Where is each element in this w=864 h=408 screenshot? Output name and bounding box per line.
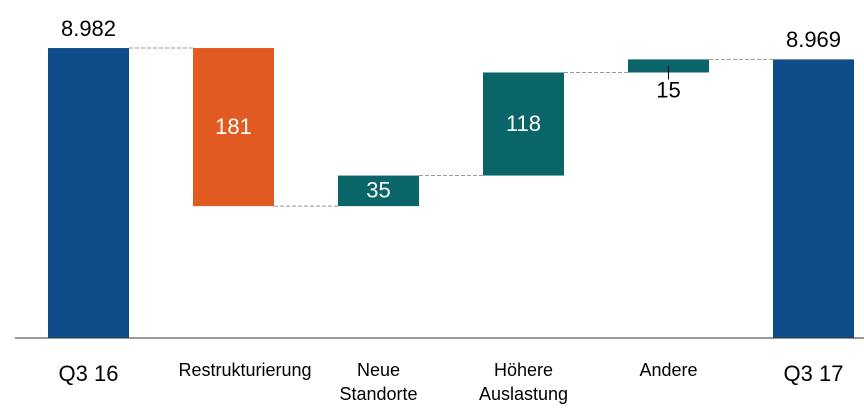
x-tick-label: Andere: [639, 360, 698, 380]
x-tick-label: Q3 16: [58, 361, 119, 386]
data-label: 15: [656, 77, 680, 102]
x-tick-label: Höhere Auslastung: [478, 360, 569, 404]
data-label: 8.969: [786, 27, 841, 52]
bar: [48, 48, 129, 339]
x-tick-label: Neue Standorte: [339, 360, 418, 404]
bar: [773, 59, 854, 338]
bar: [338, 175, 419, 207]
x-tick-label: Restrukturierung: [178, 360, 312, 380]
bar: [483, 72, 564, 176]
bar: [193, 48, 274, 207]
data-label: 181: [215, 114, 252, 139]
data-label: 35: [366, 178, 390, 203]
data-label: 118: [506, 111, 541, 136]
x-tick-label: Q3 17: [783, 361, 844, 386]
data-label: 8.982: [61, 16, 116, 41]
